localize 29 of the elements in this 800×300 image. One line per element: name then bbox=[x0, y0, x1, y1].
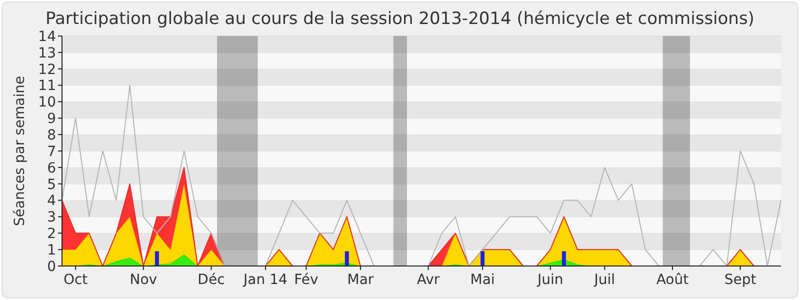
x-tick-label: Mar bbox=[347, 272, 374, 288]
y-tick-label: 6 bbox=[47, 160, 56, 176]
y-tick-label: 2 bbox=[47, 226, 56, 242]
y-tick-label: 11 bbox=[38, 78, 56, 94]
x-tick-label: Sept bbox=[724, 272, 757, 288]
x-tick-label: Fév bbox=[294, 272, 318, 288]
x-tick-label: Juil bbox=[593, 272, 616, 288]
y-tick-label: 5 bbox=[47, 176, 56, 193]
x-tick-label: Juin bbox=[536, 272, 564, 288]
y-tick-label: 1 bbox=[47, 242, 56, 258]
chart-title: Participation globale au cours de la session 2013-2014 (hémicycle et commissions) bbox=[46, 9, 754, 29]
y-tick-label: 14 bbox=[38, 28, 56, 45]
y-tick-label: 4 bbox=[47, 193, 56, 210]
x-tick-label: Mai bbox=[470, 272, 495, 288]
y-tick-label: 10 bbox=[38, 94, 56, 111]
y-tick-label: 7 bbox=[47, 144, 56, 160]
y-tick-label: 0 bbox=[47, 258, 56, 275]
x-tick-label: Déc bbox=[198, 272, 225, 288]
y-tick-label: 9 bbox=[47, 111, 56, 128]
y-tick-label: 13 bbox=[38, 45, 56, 62]
y-tick-label: 8 bbox=[47, 127, 56, 144]
x-tick-label: Jan 14 bbox=[242, 272, 288, 288]
x-tick-label: Août bbox=[656, 272, 690, 288]
y-tick-label: 3 bbox=[47, 210, 56, 226]
x-tick-label: Nov bbox=[130, 272, 158, 288]
y-axis-title: Séances par semaine bbox=[12, 76, 28, 226]
x-tick-label: Avr bbox=[416, 272, 440, 288]
x-tick-label: Oct bbox=[63, 272, 88, 288]
y-tick-label: 12 bbox=[38, 62, 56, 78]
